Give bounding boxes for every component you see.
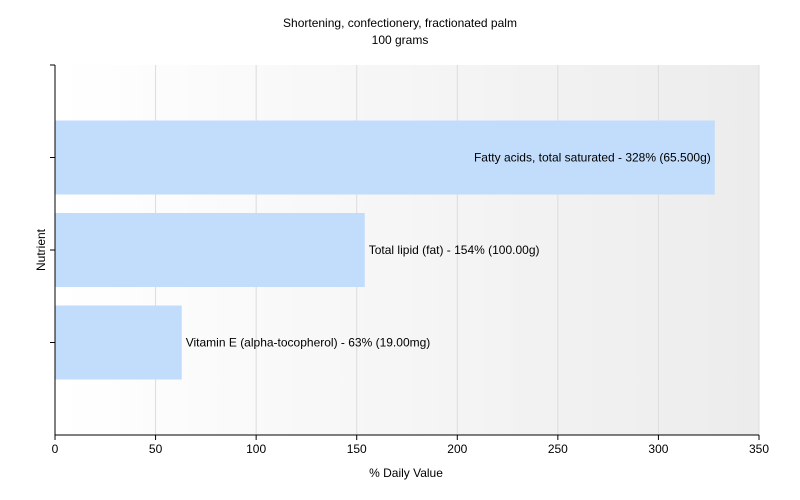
x-tick-label: 350 (749, 442, 769, 456)
x-tick-label: 150 (347, 442, 367, 456)
bar (55, 120, 715, 195)
x-tick-label: 100 (246, 442, 266, 456)
x-tick-label: 300 (648, 442, 668, 456)
chart-subtitle: 100 grams (372, 33, 429, 47)
bar-labels: Fatty acids, total saturated - 328% (65.… (186, 151, 711, 350)
bar-label: Vitamin E (alpha-tocopherol) - 63% (19.0… (186, 336, 431, 350)
x-axis-ticks: 0 50 100 150 200 250 300 350 (52, 435, 769, 456)
axes (50, 64, 759, 436)
x-tick-label: 50 (149, 442, 163, 456)
x-tick-label: 0 (52, 442, 59, 456)
bar (55, 305, 182, 380)
bar (55, 213, 365, 287)
bar-label: Fatty acids, total saturated - 328% (65.… (474, 151, 711, 165)
y-axis-label: Nutrient (34, 228, 48, 271)
bar-label: Total lipid (fat) - 154% (100.00g) (369, 243, 540, 257)
x-axis-label: % Daily Value (369, 466, 443, 480)
x-tick-label: 200 (447, 442, 467, 456)
x-tick-label: 250 (548, 442, 568, 456)
chart-title: Shortening, confectionery, fractionated … (283, 16, 517, 30)
bars (55, 120, 715, 380)
